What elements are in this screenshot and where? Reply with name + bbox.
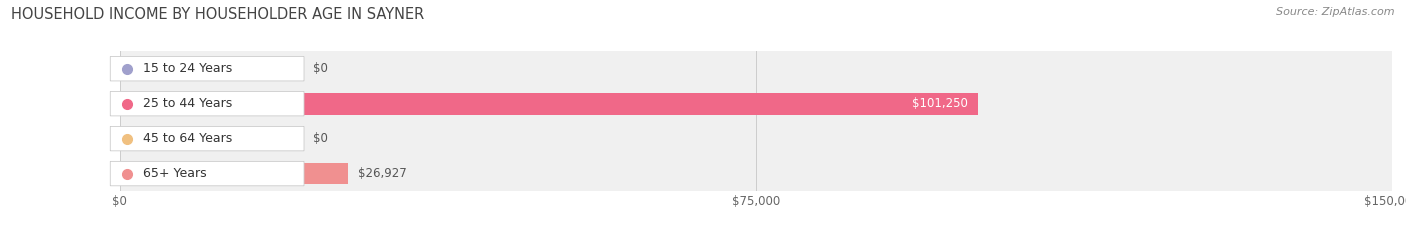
FancyBboxPatch shape (110, 127, 304, 151)
Bar (120, 93, 979, 115)
FancyBboxPatch shape (110, 161, 304, 186)
Bar (120, 163, 347, 185)
Text: Source: ZipAtlas.com: Source: ZipAtlas.com (1277, 7, 1395, 17)
Text: $26,927: $26,927 (359, 167, 406, 180)
Text: 45 to 64 Years: 45 to 64 Years (143, 132, 233, 145)
Bar (120, 156, 1392, 191)
Bar (120, 86, 1392, 121)
Text: $0: $0 (314, 132, 328, 145)
Text: HOUSEHOLD INCOME BY HOUSEHOLDER AGE IN SAYNER: HOUSEHOLD INCOME BY HOUSEHOLDER AGE IN S… (11, 7, 425, 22)
Text: 65+ Years: 65+ Years (143, 167, 207, 180)
Text: $101,250: $101,250 (912, 97, 969, 110)
FancyBboxPatch shape (110, 92, 304, 116)
FancyBboxPatch shape (110, 57, 304, 81)
Text: 25 to 44 Years: 25 to 44 Years (143, 97, 233, 110)
Text: $0: $0 (314, 62, 328, 75)
Bar (120, 121, 1392, 156)
Text: 15 to 24 Years: 15 to 24 Years (143, 62, 233, 75)
Bar (120, 51, 1392, 86)
